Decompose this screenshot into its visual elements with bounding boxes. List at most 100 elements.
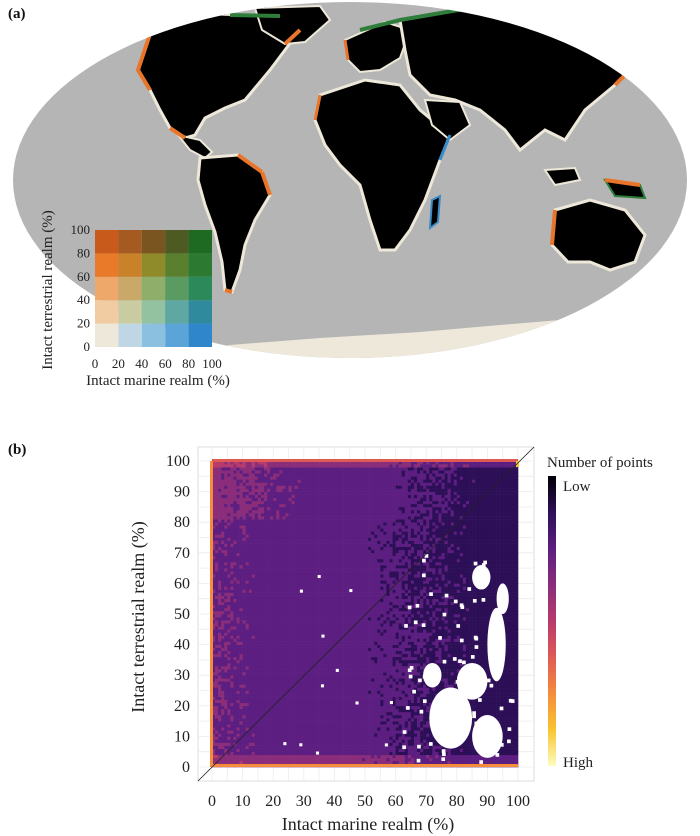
heatmap-cell <box>264 757 268 762</box>
heatmap-cell <box>239 488 243 492</box>
heatmap-cell <box>248 635 253 639</box>
heatmap-cell <box>215 558 219 563</box>
heatmap-cell <box>267 491 271 495</box>
heatmap-cell <box>349 552 354 557</box>
heatmap-cell <box>245 479 250 483</box>
heatmap-cell <box>346 479 350 483</box>
heatmap-cell <box>322 497 326 502</box>
heatmap-cell <box>285 614 289 618</box>
heatmap-cell <box>358 751 363 756</box>
heatmap-cell <box>282 620 286 624</box>
heatmap-cell <box>343 595 347 599</box>
heatmap-cell <box>245 506 250 511</box>
heatmap-cell <box>306 595 311 599</box>
heatmap-cell <box>306 620 311 624</box>
heatmap-cell <box>294 730 298 734</box>
heatmap-cell <box>343 760 347 765</box>
heatmap-cell <box>346 583 350 587</box>
heatmap-cell <box>260 659 265 664</box>
heatmap-cell <box>279 500 283 505</box>
heatmap-cell <box>325 552 329 557</box>
heatmap-cell <box>270 583 274 587</box>
heatmap-cell <box>230 558 234 563</box>
heatmap-cell <box>340 672 344 676</box>
heatmap-cell <box>218 482 222 486</box>
heatmap-cell <box>267 739 271 743</box>
heatmap-cell <box>251 638 256 642</box>
heatmap-cell <box>215 589 219 593</box>
heatmap-cell <box>218 592 222 596</box>
heatmap-cell <box>322 693 326 697</box>
heatmap-cell <box>212 519 216 523</box>
heatmap-cell <box>322 574 326 578</box>
heatmap-cell <box>291 583 295 587</box>
heatmap-cell <box>215 482 219 486</box>
heatmap-cell <box>294 488 298 492</box>
heatmap-cell <box>294 721 298 725</box>
heatmap-cell <box>267 629 271 633</box>
heatmap-cell <box>233 714 237 719</box>
heatmap-cell <box>270 531 274 535</box>
heatmap-cell <box>322 672 326 676</box>
heatmap-cell <box>312 632 317 636</box>
heatmap-cell <box>312 485 317 489</box>
heatmap-cell <box>316 647 320 652</box>
heatmap-cell <box>312 745 317 749</box>
heatmap-cell <box>254 632 259 636</box>
heatmap-cell <box>358 711 363 716</box>
heatmap-cell <box>227 561 231 566</box>
legend-cell <box>141 300 166 324</box>
heatmap-cell <box>325 724 329 728</box>
heatmap-cell <box>282 632 286 636</box>
heatmap-cell <box>239 739 243 743</box>
heatmap-cell <box>300 540 305 544</box>
heatmap-cell <box>316 681 320 685</box>
heatmap-cell <box>331 653 335 658</box>
heatmap-cell <box>300 534 305 538</box>
heatmap-cell <box>236 503 240 508</box>
heatmap-cell <box>297 509 302 514</box>
heatmap-cell <box>230 525 234 529</box>
heatmap-cell <box>319 647 323 652</box>
heatmap-cell <box>349 516 354 520</box>
heatmap-cell <box>349 464 354 468</box>
heatmap-cell <box>245 540 250 544</box>
heatmap-cell <box>355 586 360 590</box>
heatmap-cell <box>349 540 354 544</box>
heatmap-cell <box>233 586 237 590</box>
heatmap-cell <box>215 672 219 676</box>
heatmap-cell <box>282 684 286 688</box>
heatmap-cell <box>328 546 332 551</box>
heatmap-cell <box>282 681 286 685</box>
heatmap-cell <box>358 555 363 560</box>
heatmap-cell <box>218 534 222 538</box>
heatmap-cell <box>331 522 335 526</box>
heatmap-cell <box>346 678 350 682</box>
heatmap-cell <box>325 595 329 599</box>
heatmap-cell <box>236 647 240 652</box>
landmasses <box>135 4 647 358</box>
heatmap-cell <box>300 650 305 655</box>
heatmap-cell <box>340 558 344 563</box>
heatmap-cell <box>346 684 350 688</box>
heatmap-cell <box>227 506 231 511</box>
heatmap-cell <box>288 714 292 719</box>
heatmap-cell <box>325 721 329 725</box>
heatmap-cell <box>306 730 311 734</box>
heatmap-cell <box>239 666 243 670</box>
heatmap-cell <box>349 733 354 737</box>
heatmap-cell <box>212 678 216 682</box>
heatmap-cell <box>303 470 308 474</box>
heatmap-cell <box>248 583 253 587</box>
heatmap-cell <box>352 473 357 477</box>
heatmap-cell <box>334 727 338 731</box>
heatmap-cell <box>239 650 243 655</box>
heatmap-cell <box>306 531 311 535</box>
heatmap-cell <box>264 491 268 495</box>
heatmap-cell <box>267 623 271 627</box>
heatmap-cell <box>352 549 357 554</box>
heatmap-cell <box>358 647 363 652</box>
heatmap-cell <box>312 583 317 587</box>
heatmap-cell <box>340 467 344 471</box>
heatmap-cell <box>279 708 283 713</box>
